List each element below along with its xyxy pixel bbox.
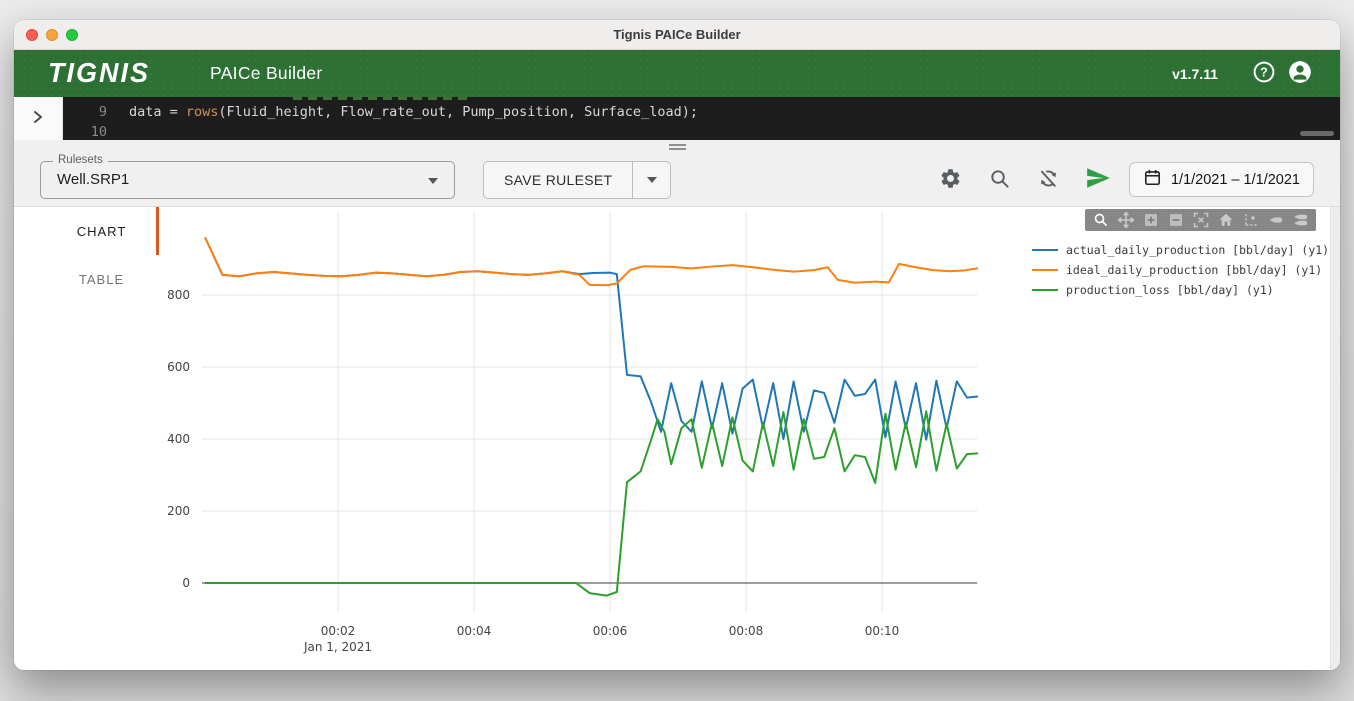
save-ruleset-menu-button[interactable] bbox=[632, 161, 670, 198]
tignis-logo: TIGNIS bbox=[48, 57, 151, 89]
chevron-down-icon bbox=[646, 176, 657, 183]
reset-axes-home-icon[interactable] bbox=[1213, 209, 1238, 231]
axis-tick-labels: 00:02 Jan 1, 2021 00:04 00:06 00:08 00:10 0 200… bbox=[167, 288, 899, 654]
x-tick-label: 00:10 bbox=[865, 624, 900, 638]
chart-region: 00:02 Jan 1, 2021 00:04 00:06 00:08 00:10 0 200… bbox=[159, 207, 1330, 670]
window-controls bbox=[26, 29, 78, 41]
send-run-icon bbox=[1085, 165, 1111, 194]
account-icon bbox=[1287, 59, 1313, 88]
zoom-out-icon[interactable] bbox=[1163, 209, 1188, 231]
legend-swatch bbox=[1032, 289, 1058, 291]
calendar-icon bbox=[1143, 168, 1162, 191]
svg-text:?: ? bbox=[1260, 65, 1268, 79]
hover-compare-icon[interactable] bbox=[1288, 209, 1313, 231]
x-tick-label: 00:02 bbox=[321, 624, 356, 638]
tab-chart[interactable]: CHART bbox=[76, 223, 127, 239]
y-tick-label: 600 bbox=[167, 360, 190, 374]
series-line bbox=[204, 237, 979, 441]
code-line-9: 9 data = rows(Fluid_height, Flow_rate_out… bbox=[63, 102, 1340, 122]
x-axis-date-label: Jan 1, 2021 bbox=[303, 640, 372, 654]
chart-panel: CHART TABLE 00:02 Jan 1, 2021 00:04 00:06 00… bbox=[14, 207, 1340, 670]
pan-icon[interactable] bbox=[1113, 209, 1138, 231]
window-title: Tignis PAICe Builder bbox=[613, 27, 741, 42]
run-button[interactable] bbox=[1083, 165, 1113, 195]
legend-item[interactable]: actual_daily_production [bbl/day] (y1) bbox=[1032, 240, 1329, 260]
x-tick-label: 00:04 bbox=[457, 624, 492, 638]
code-line-10: 10 bbox=[63, 122, 1340, 140]
series-line bbox=[204, 410, 979, 597]
save-ruleset-split-button: SAVE RULESET bbox=[483, 160, 672, 199]
gridlines bbox=[202, 212, 978, 612]
editor-row: 9 data = rows(Fluid_height, Flow_rate_out… bbox=[14, 97, 1340, 140]
line-number: 9 bbox=[98, 104, 107, 120]
splitter-drag-handle-icon bbox=[668, 142, 686, 152]
settings-button[interactable] bbox=[936, 165, 966, 195]
zoom-in-icon[interactable] bbox=[1138, 209, 1163, 231]
legend-label: actual_daily_production [bbl/day] (y1) bbox=[1066, 243, 1330, 257]
date-range-value: 1/1/2021 – 1/1/2021 bbox=[1170, 171, 1300, 188]
legend-item[interactable]: ideal_daily_production [bbl/day] (y1) bbox=[1032, 260, 1329, 280]
zoom-icon[interactable] bbox=[1088, 209, 1113, 231]
content-scrollbar[interactable] bbox=[1330, 207, 1340, 670]
app-window: Tignis PAICe Builder TIGNIS PAICe Builde… bbox=[14, 20, 1340, 670]
rulesets-select-label: Rulesets bbox=[53, 153, 108, 166]
sync-disabled-icon bbox=[1037, 167, 1060, 193]
chart-legend: actual_daily_production [bbl/day] (y1) id… bbox=[1032, 240, 1329, 300]
code-editor[interactable]: 9 data = rows(Fluid_height, Flow_rate_out… bbox=[63, 97, 1340, 140]
close-window-button[interactable] bbox=[26, 29, 38, 41]
zoom-window-button[interactable] bbox=[66, 29, 78, 41]
y-tick-label: 400 bbox=[167, 432, 190, 446]
view-tab-rail: CHART TABLE bbox=[14, 207, 159, 670]
account-button[interactable] bbox=[1286, 60, 1314, 88]
ruleset-toolbar: Rulesets Well.SRP1 SAVE RULESET bbox=[14, 153, 1340, 207]
app-title: PAICe Builder bbox=[210, 63, 323, 83]
help-icon: ? bbox=[1252, 60, 1276, 87]
legend-item[interactable]: production_loss [bbl/day] (y1) bbox=[1032, 280, 1329, 300]
help-button[interactable]: ? bbox=[1250, 60, 1278, 88]
legend-label: ideal_daily_production [bbl/day] (y1) bbox=[1066, 263, 1323, 277]
minimize-window-button[interactable] bbox=[46, 29, 58, 41]
y-tick-label: 0 bbox=[182, 576, 190, 590]
legend-swatch bbox=[1032, 249, 1058, 251]
sync-disabled-button[interactable] bbox=[1034, 165, 1064, 195]
y-tick-label: 800 bbox=[167, 288, 190, 302]
rulesets-select[interactable]: Rulesets Well.SRP1 bbox=[40, 153, 455, 199]
active-tab-indicator bbox=[156, 207, 159, 255]
legend-label: production_loss [bbl/day] (y1) bbox=[1066, 283, 1274, 297]
clipped-code-line bbox=[293, 97, 468, 100]
hover-closest-icon[interactable] bbox=[1263, 209, 1288, 231]
chevron-right-icon bbox=[30, 109, 46, 140]
y-tick-label: 200 bbox=[167, 504, 190, 518]
titlebar: Tignis PAICe Builder bbox=[14, 20, 1340, 50]
legend-swatch bbox=[1032, 269, 1058, 271]
expand-sidebar-button[interactable] bbox=[14, 97, 63, 140]
settings-gear-icon bbox=[939, 167, 962, 193]
panel-splitter[interactable] bbox=[14, 140, 1340, 153]
search-icon bbox=[988, 167, 1011, 193]
autoscale-icon[interactable] bbox=[1188, 209, 1213, 231]
save-ruleset-button[interactable]: SAVE RULESET bbox=[484, 162, 632, 198]
x-tick-label: 00:06 bbox=[593, 624, 628, 638]
line-number: 10 bbox=[90, 124, 107, 140]
rulesets-select-value: Well.SRP1 bbox=[57, 171, 130, 188]
version-label: v1.7.11 bbox=[1172, 65, 1218, 82]
plotly-modebar bbox=[1085, 209, 1316, 231]
date-range-button[interactable]: 1/1/2021 – 1/1/2021 bbox=[1128, 162, 1314, 197]
chevron-down-icon bbox=[428, 177, 438, 184]
toggle-spikelines-icon[interactable] bbox=[1238, 209, 1263, 231]
series-line bbox=[204, 237, 979, 287]
x-tick-label: 00:08 bbox=[729, 624, 764, 638]
chart-canvas[interactable]: 00:02 Jan 1, 2021 00:04 00:06 00:08 00:10 0 200… bbox=[159, 207, 1330, 670]
tab-table[interactable]: TABLE bbox=[78, 271, 125, 287]
app-header: TIGNIS PAICe Builder v1.7.11 ? bbox=[14, 50, 1340, 97]
code-keyword: rows bbox=[185, 104, 219, 120]
editor-scrollbar-thumb[interactable] bbox=[1300, 131, 1334, 136]
series-lines bbox=[204, 237, 979, 597]
search-button[interactable] bbox=[985, 165, 1015, 195]
